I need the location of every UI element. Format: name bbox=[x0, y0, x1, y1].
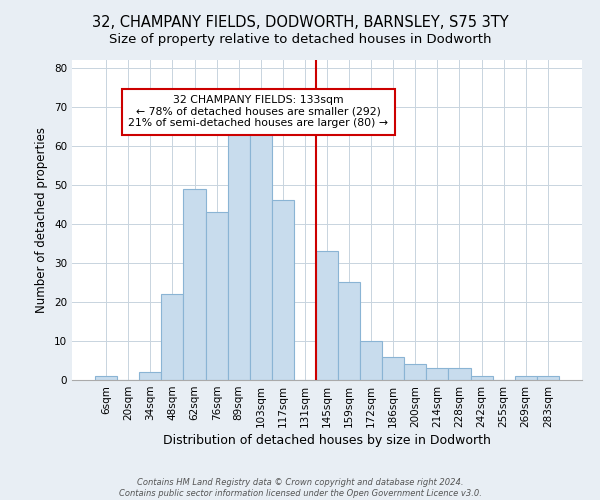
Bar bbox=[515, 376, 537, 380]
Bar bbox=[161, 294, 184, 380]
Bar bbox=[360, 341, 382, 380]
Text: Contains HM Land Registry data © Crown copyright and database right 2024.
Contai: Contains HM Land Registry data © Crown c… bbox=[119, 478, 481, 498]
Bar bbox=[382, 356, 404, 380]
Y-axis label: Number of detached properties: Number of detached properties bbox=[35, 127, 49, 313]
Text: Size of property relative to detached houses in Dodworth: Size of property relative to detached ho… bbox=[109, 32, 491, 46]
Bar bbox=[448, 368, 470, 380]
Bar bbox=[95, 376, 117, 380]
Bar bbox=[184, 189, 206, 380]
Text: 32 CHAMPANY FIELDS: 133sqm
← 78% of detached houses are smaller (292)
21% of sem: 32 CHAMPANY FIELDS: 133sqm ← 78% of deta… bbox=[128, 95, 388, 128]
Bar bbox=[427, 368, 448, 380]
Text: 32, CHAMPANY FIELDS, DODWORTH, BARNSLEY, S75 3TY: 32, CHAMPANY FIELDS, DODWORTH, BARNSLEY,… bbox=[92, 15, 508, 30]
Bar bbox=[338, 282, 360, 380]
X-axis label: Distribution of detached houses by size in Dodworth: Distribution of detached houses by size … bbox=[163, 434, 491, 447]
Bar bbox=[272, 200, 294, 380]
Bar bbox=[227, 134, 250, 380]
Bar bbox=[316, 251, 338, 380]
Bar bbox=[250, 126, 272, 380]
Bar bbox=[404, 364, 427, 380]
Bar bbox=[139, 372, 161, 380]
Bar bbox=[206, 212, 227, 380]
Bar bbox=[537, 376, 559, 380]
Bar bbox=[470, 376, 493, 380]
